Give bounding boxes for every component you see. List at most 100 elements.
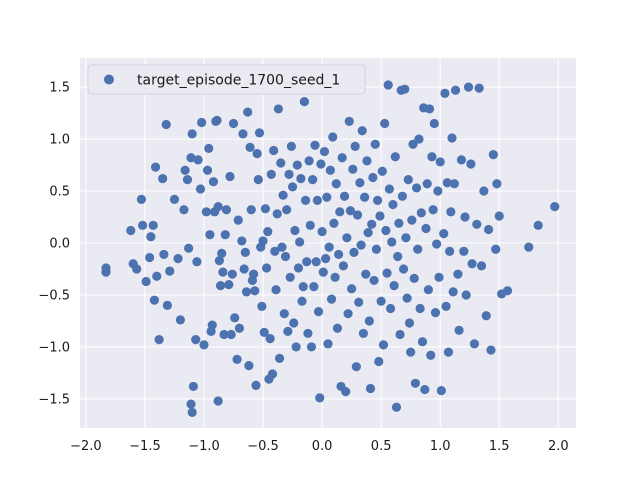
data-point <box>145 252 155 263</box>
data-point <box>345 206 356 216</box>
data-point <box>254 128 265 138</box>
data-point <box>441 301 451 311</box>
data-point <box>387 237 397 247</box>
data-point <box>354 297 364 307</box>
y-tick-label: 1.5 <box>49 81 70 96</box>
data-point <box>350 141 360 151</box>
data-point <box>443 347 454 357</box>
data-point <box>260 204 271 214</box>
data-point <box>385 303 396 314</box>
data-point <box>245 142 255 152</box>
y-tick-label: 0.0 <box>49 237 70 252</box>
data-point <box>202 165 213 175</box>
data-point <box>326 294 337 304</box>
data-point <box>435 157 445 167</box>
data-point <box>428 205 438 215</box>
data-point <box>213 396 223 406</box>
data-point <box>149 295 159 305</box>
data-point <box>330 272 340 282</box>
data-point <box>218 267 228 277</box>
data-point <box>227 269 237 279</box>
data-point <box>410 378 420 388</box>
data-point <box>409 273 419 283</box>
data-point <box>460 212 470 222</box>
data-point <box>338 261 348 271</box>
data-point <box>524 242 534 252</box>
data-point <box>351 362 361 372</box>
data-point <box>299 97 309 107</box>
data-point <box>414 134 424 144</box>
data-point <box>159 249 169 260</box>
data-point <box>272 209 282 219</box>
data-point <box>492 179 502 189</box>
data-point <box>382 268 392 278</box>
data-point <box>273 104 283 114</box>
data-point <box>322 192 332 202</box>
data-point <box>267 369 278 379</box>
data-point <box>453 269 463 279</box>
data-point <box>422 179 432 189</box>
data-point <box>269 145 279 156</box>
data-point <box>234 323 245 333</box>
data-point <box>474 83 484 93</box>
data-point <box>146 232 156 242</box>
data-point <box>297 296 307 306</box>
data-point <box>417 337 428 347</box>
data-point <box>230 313 240 323</box>
data-point <box>391 402 402 412</box>
data-point <box>368 172 378 183</box>
data-point <box>427 152 437 162</box>
data-point <box>136 194 147 204</box>
data-point <box>150 162 161 172</box>
data-point <box>408 139 418 149</box>
data-point <box>312 195 322 205</box>
data-point <box>442 178 452 188</box>
data-point <box>363 228 373 238</box>
data-point <box>289 318 299 328</box>
data-point <box>208 177 219 187</box>
data-point <box>384 184 395 194</box>
data-point <box>291 342 301 352</box>
x-tick-label: 1.0 <box>430 439 451 454</box>
data-point <box>325 165 335 175</box>
data-point <box>186 399 196 409</box>
data-point <box>258 236 268 246</box>
data-point <box>344 116 354 126</box>
y-tick-label: 1.0 <box>49 133 70 148</box>
data-point <box>232 354 242 365</box>
data-point <box>332 323 343 333</box>
data-point <box>308 175 318 185</box>
data-point <box>305 220 315 230</box>
data-point <box>226 329 236 340</box>
data-point <box>300 195 311 205</box>
data-point <box>313 306 324 317</box>
x-tick-label: −2.0 <box>70 439 102 454</box>
data-point <box>406 347 416 357</box>
data-point <box>318 267 328 277</box>
data-point <box>286 141 296 151</box>
data-point <box>343 309 353 319</box>
data-point <box>224 279 234 290</box>
data-point <box>233 215 243 225</box>
data-point <box>433 186 443 196</box>
data-point <box>426 350 436 360</box>
data-point <box>348 164 358 174</box>
data-point <box>420 384 430 395</box>
data-point <box>306 342 317 352</box>
data-point <box>304 156 314 166</box>
data-point <box>369 275 379 286</box>
data-point <box>257 301 267 311</box>
x-tick-label: −0.5 <box>247 439 279 454</box>
data-point <box>253 175 263 185</box>
data-point <box>283 326 293 336</box>
data-point <box>282 205 292 215</box>
data-point <box>466 159 476 169</box>
data-point <box>280 251 291 262</box>
data-point <box>472 219 482 229</box>
data-point <box>158 173 168 184</box>
data-point <box>279 309 289 319</box>
data-point <box>225 171 235 182</box>
data-point <box>362 156 372 166</box>
data-point <box>335 207 345 217</box>
